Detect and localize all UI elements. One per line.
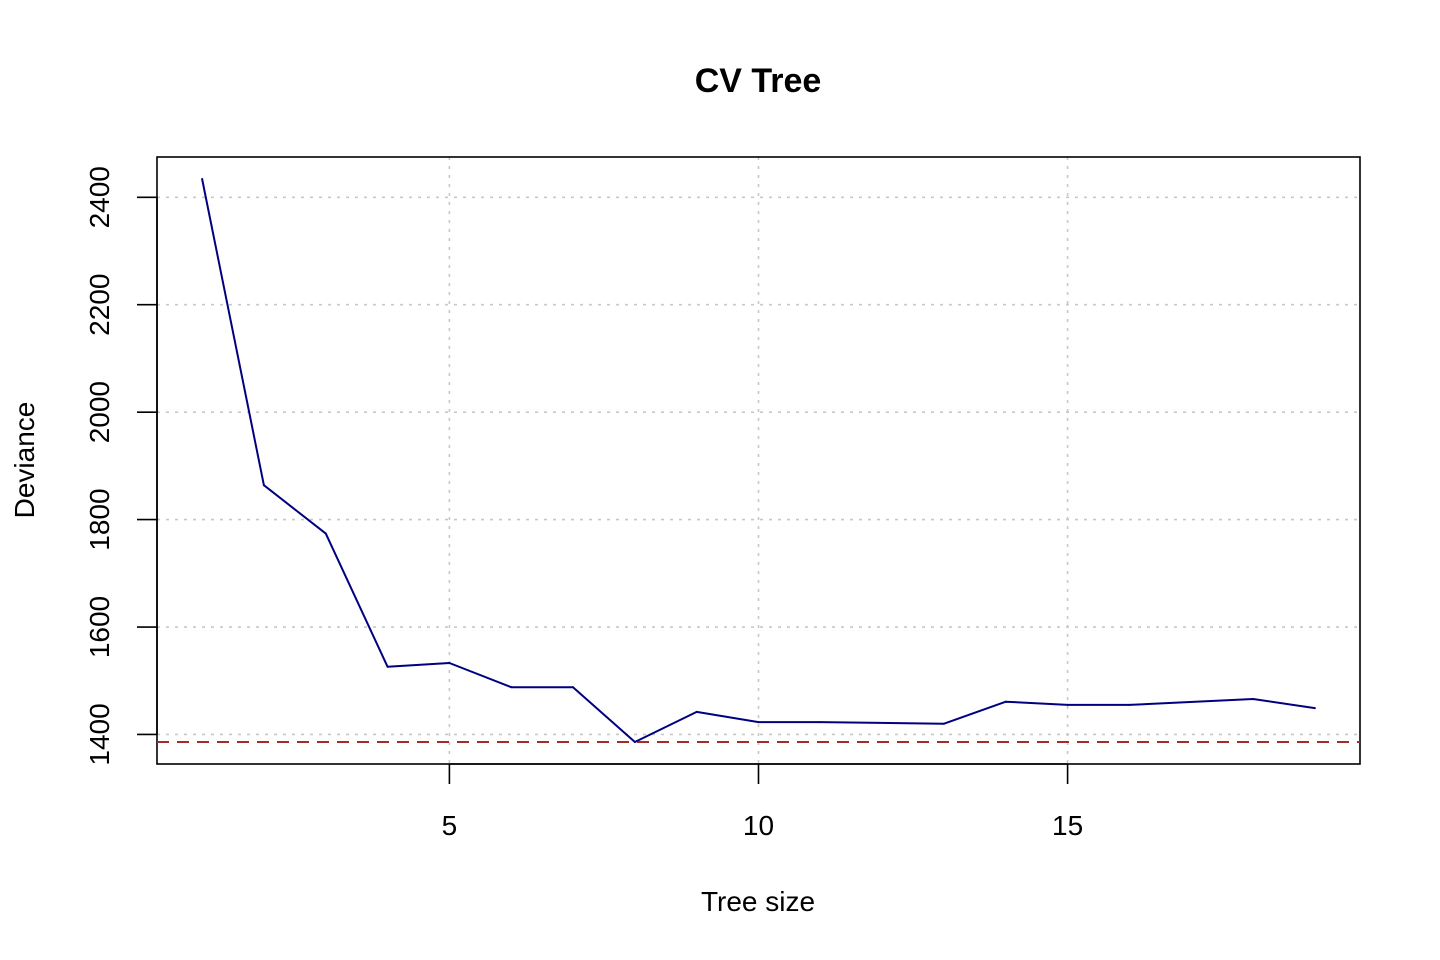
y-axis: 1400 1600 1800 2000 2200 2400 — [84, 166, 158, 766]
data-point — [510, 686, 513, 689]
series-line — [201, 178, 1316, 743]
x-tick-label: 5 — [442, 810, 458, 841]
series-group — [201, 178, 1316, 743]
data-point — [1313, 707, 1316, 710]
grid-lines — [157, 157, 1360, 764]
y-tick-label: 1800 — [84, 488, 115, 550]
data-point — [695, 710, 698, 713]
data-point — [262, 484, 265, 487]
data-point — [1252, 698, 1255, 701]
y-axis-label: Deviance — [9, 402, 40, 519]
data-point — [386, 665, 389, 668]
y-tick-label: 1600 — [84, 596, 115, 658]
data-point — [942, 722, 945, 725]
y-tick-label: 2400 — [84, 166, 115, 228]
y-tick-label: 2000 — [84, 381, 115, 443]
data-point — [1128, 703, 1131, 706]
data-point — [1066, 703, 1069, 706]
x-axis-label: Tree size — [701, 886, 815, 917]
data-point — [324, 532, 327, 535]
data-point — [757, 721, 760, 724]
x-axis: 5 10 15 — [442, 763, 1083, 841]
data-point — [201, 178, 204, 181]
data-point — [572, 686, 575, 689]
data-point — [633, 740, 636, 743]
x-tick-label: 10 — [743, 810, 774, 841]
data-point — [1004, 700, 1007, 703]
data-point — [448, 662, 451, 665]
x-tick-label: 15 — [1052, 810, 1083, 841]
chart-title: CV Tree — [695, 62, 822, 100]
y-tick-label: 2200 — [84, 274, 115, 336]
data-point — [819, 721, 822, 724]
y-tick-label: 1400 — [84, 703, 115, 765]
